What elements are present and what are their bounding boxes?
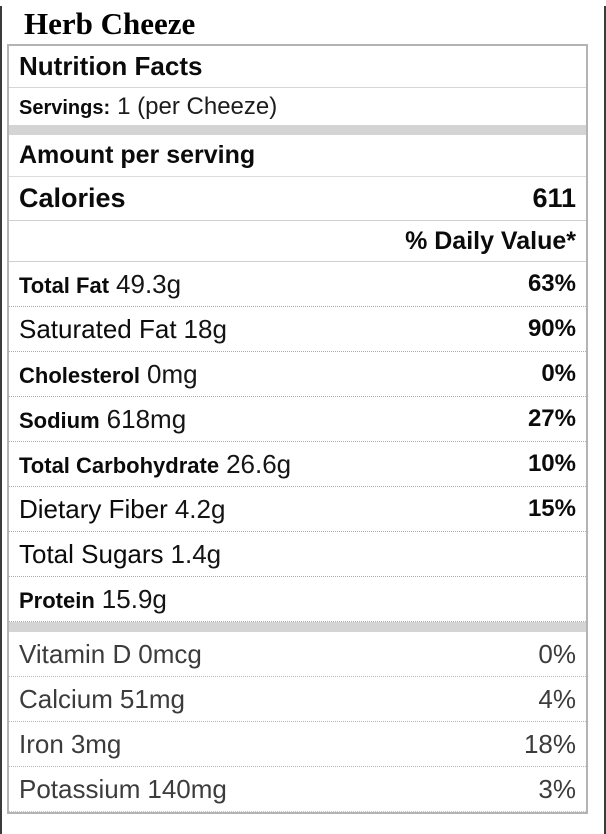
micronutrient-row-iron: Iron 3mg 18% — [9, 722, 586, 767]
nutrient-daily-value: 18% — [523, 728, 576, 759]
calories-row: Calories 611 — [9, 177, 586, 221]
nutrient-row-cholesterol: Cholesterol 0mg 0% — [9, 352, 586, 397]
nutrient-amount: 3mg — [70, 728, 122, 759]
nutrient-name: Iron — [19, 728, 64, 759]
nutrient-daily-value: 15% — [527, 495, 576, 522]
servings-row: Servings: 1 (per Cheeze) — [9, 88, 586, 125]
nutrition-facts-heading-row: Nutrition Facts — [9, 46, 586, 88]
nutrient-row-protein: Protein 15.9g — [9, 577, 586, 622]
micronutrient-row-calcium: Calcium 51mg 4% — [9, 677, 586, 722]
nutrient-amount: 0mcg — [138, 638, 202, 669]
daily-value-heading: % Daily Value* — [405, 226, 576, 255]
nutrient-amount: 1.4g — [170, 538, 222, 569]
micronutrient-row-vitamin-d: Vitamin D 0mcg 0% — [9, 632, 586, 677]
nutrient-row-total-sugars: Total Sugars 1.4g — [9, 532, 586, 577]
nutrition-label: Nutrition Facts Servings: 1 (per Cheeze)… — [7, 44, 588, 814]
nutrient-row-sodium: Sodium 618mg 27% — [9, 397, 586, 442]
nutrient-amount: 49.3g — [116, 268, 182, 299]
amount-per-serving-row: Amount per serving — [9, 135, 586, 177]
nutrient-amount: 51mg — [119, 683, 185, 714]
nutrient-name: Protein — [19, 587, 95, 613]
nutrient-row-total-carbohydrate: Total Carbohydrate 26.6g 10% — [9, 442, 586, 487]
calories-value: 611 — [532, 183, 576, 213]
nutrient-row-total-fat: Total Fat 49.3g 63% — [9, 262, 586, 307]
section-divider-bar — [9, 622, 586, 632]
nutrient-amount: 0mg — [147, 358, 198, 389]
nutrient-name: Sodium — [19, 407, 100, 433]
nutrient-row-saturated-fat: Saturated Fat 18g 90% — [9, 307, 586, 352]
nutrient-name: Potassium — [19, 773, 141, 804]
page-right-border — [604, 6, 606, 834]
nutrient-name: Total Sugars — [19, 538, 164, 569]
nutrient-name: Total Carbohydrate — [19, 452, 220, 478]
micronutrient-row-potassium: Potassium 140mg 3% — [9, 767, 586, 812]
nutrient-amount: 18g — [183, 313, 227, 344]
nutrient-name: Total Fat — [19, 272, 110, 298]
nutrient-daily-value: 0% — [541, 360, 576, 387]
nutrition-facts-heading: Nutrition Facts — [19, 51, 203, 81]
nutrient-daily-value: 0% — [538, 638, 576, 669]
nutrient-amount: 618mg — [106, 403, 187, 434]
nutrient-daily-value: 3% — [538, 773, 576, 804]
nutrient-amount: 140mg — [147, 773, 227, 804]
daily-value-heading-row: % Daily Value* — [9, 221, 586, 262]
nutrient-daily-value: 90% — [527, 315, 576, 342]
nutrient-daily-value: 4% — [538, 683, 576, 714]
nutrient-name: Cholesterol — [19, 362, 141, 388]
amount-per-serving-label: Amount per serving — [19, 141, 256, 169]
nutrient-name: Calcium — [19, 683, 113, 714]
nutrient-daily-value: 27% — [527, 405, 576, 432]
nutrient-row-dietary-fiber: Dietary Fiber 4.2g 15% — [9, 487, 586, 532]
nutrient-name: Saturated Fat — [19, 313, 177, 344]
servings-value: 1 (per Cheeze) — [117, 92, 278, 120]
page-left-border — [0, 6, 2, 834]
nutrient-daily-value: 63% — [527, 270, 576, 297]
nutrient-name: Vitamin D — [19, 638, 132, 669]
nutrient-amount: 26.6g — [226, 448, 292, 479]
nutrient-name: Dietary Fiber — [19, 493, 168, 524]
page-title: Herb Cheeze — [24, 6, 196, 41]
section-divider-bar — [9, 125, 586, 135]
nutrient-amount: 15.9g — [101, 583, 167, 614]
servings-label: Servings: — [19, 96, 111, 119]
servings-cell: Servings: 1 (per Cheeze) — [19, 93, 277, 121]
calories-label: Calories — [19, 183, 126, 213]
nutrient-daily-value: 10% — [527, 450, 576, 477]
nutrient-amount: 4.2g — [174, 493, 226, 524]
